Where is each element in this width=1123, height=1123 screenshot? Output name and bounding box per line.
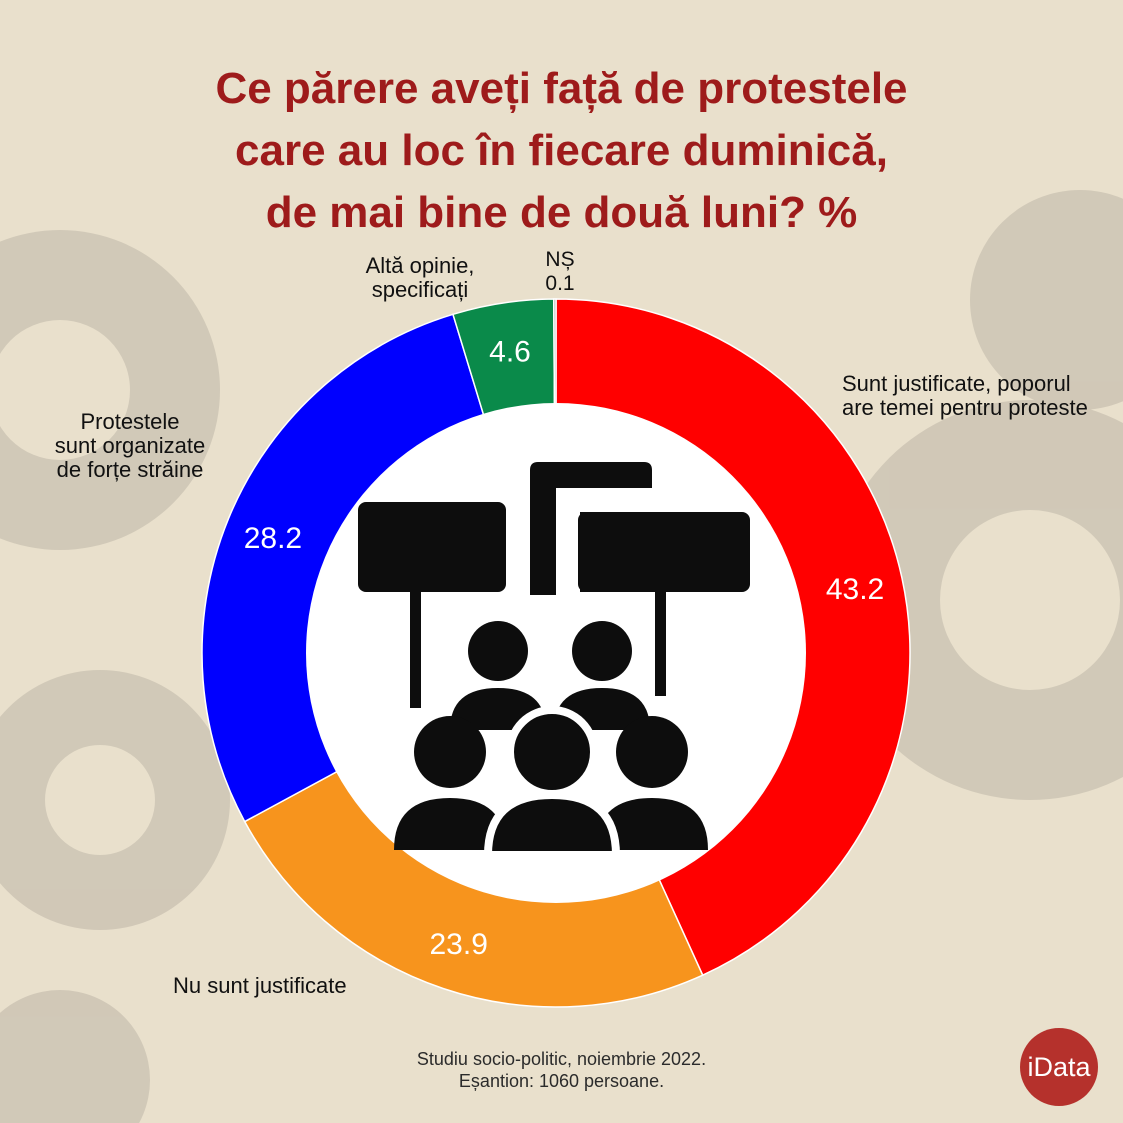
label-other-opinion-line-2: specificați (371, 277, 469, 302)
title-line-2: care au loc în fiecare duminică, (235, 126, 888, 175)
chart-title: Ce părere aveți față de protestele care … (60, 58, 1063, 244)
label-foreign-forces-line-2: sunt organizate (54, 433, 206, 458)
footer-source: Studiu socio-politic, noiembrie 2022. Eș… (300, 1048, 823, 1092)
label-not-justified-line-1: Nu sunt justificate (173, 973, 347, 998)
value-label-other-opinion: 4.6 (489, 335, 531, 368)
label-justified-line-1: Sunt justificate, poporul (842, 371, 1071, 396)
label-foreign-forces-line-1: Protestele (80, 409, 180, 434)
title-line-3: de mai bine de două luni? % (265, 188, 858, 237)
label-justified: Sunt justificate, poporul are temei pent… (842, 372, 1088, 420)
label-foreign-forces-line-3: de forțe străine (56, 457, 204, 482)
label-other-opinion-line-1: Altă opinie, (365, 253, 475, 278)
label-dont-know-line-1: NȘ (545, 248, 575, 271)
value-label-not-justified: 23.9 (430, 928, 488, 961)
label-other-opinion: Altă opinie, specificați (340, 254, 500, 302)
footer-line-1: Studiu socio-politic, noiembrie 2022. (416, 1049, 707, 1069)
label-foreign-forces: Protestele sunt organizate de forțe stră… (40, 410, 220, 482)
label-not-justified: Nu sunt justificate (173, 974, 347, 998)
value-label-foreign-forces: 28.2 (244, 522, 302, 555)
label-dont-know-value: 0.1 (545, 272, 575, 295)
label-justified-line-2: are temei pentru proteste (842, 395, 1088, 420)
protest-crowd-icon (358, 462, 750, 859)
value-label-justified: 43.2 (826, 573, 884, 606)
label-dont-know: NȘ 0.1 (530, 248, 590, 296)
title-line-1: Ce părere aveți față de protestele (215, 64, 908, 113)
idata-logo: iData (1020, 1028, 1098, 1106)
footer-line-2: Eșantion: 1060 persoane. (458, 1071, 665, 1091)
